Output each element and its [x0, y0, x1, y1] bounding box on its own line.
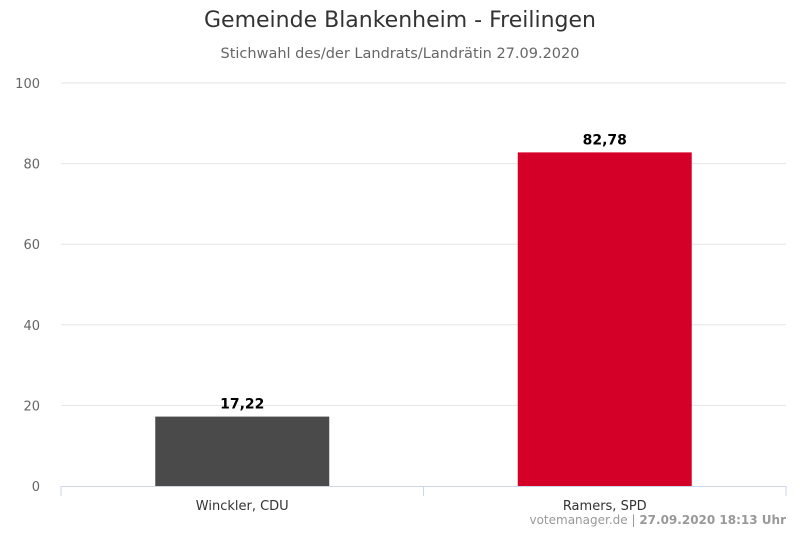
data-label: 17,22 [220, 397, 264, 413]
y-tick-label: 40 [23, 319, 40, 334]
y-tick-label: 100 [15, 77, 40, 92]
data-label: 82,78 [583, 132, 627, 148]
bar [517, 152, 692, 486]
credits[interactable]: votemanager.de | 27.09.2020 18:13 Uhr [529, 513, 786, 527]
chart-subtitle: Stichwahl des/der Landrats/Landrätin 27.… [220, 46, 580, 62]
y-axis-tick-labels: 0 20 40 60 80 100 [15, 77, 40, 495]
bars [155, 152, 692, 486]
x-tick-label: Winckler, CDU [196, 499, 289, 514]
x-axis-tick-labels: Winckler, CDU Ramers, SPD [196, 499, 647, 514]
y-tick-label: 20 [23, 399, 40, 414]
y-tick-label: 80 [23, 158, 40, 173]
data-labels: 17,22 82,78 [220, 132, 627, 412]
credits-timestamp: 27.09.2020 18:13 Uhr [639, 513, 786, 527]
chart-title: Gemeinde Blankenheim - Freilingen [204, 8, 596, 33]
x-tick-label: Ramers, SPD [563, 499, 647, 514]
bar [155, 416, 330, 486]
credits-source[interactable]: votemanager.de [529, 513, 628, 527]
y-tick-label: 60 [23, 238, 40, 253]
credits-separator: | [627, 513, 640, 527]
y-tick-label: 0 [32, 480, 40, 495]
x-axis [60, 486, 787, 496]
